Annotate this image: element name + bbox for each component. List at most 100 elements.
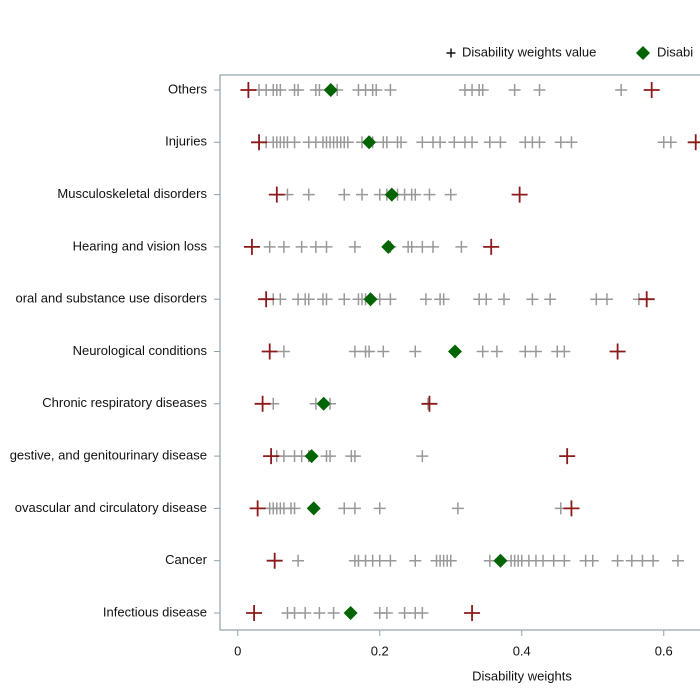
value-point [373, 502, 386, 515]
value-point [526, 293, 539, 306]
x-tick-label: 0.4 [513, 643, 531, 658]
value-point [409, 345, 422, 358]
y-tick-label: gestive, and genitourinary disease [10, 448, 207, 463]
value-point [373, 554, 386, 567]
value-point [416, 240, 429, 253]
min-point [251, 134, 268, 151]
x-tick-label: 0.2 [371, 643, 389, 658]
value-point [480, 293, 493, 306]
x-tick-label: 0.6 [655, 643, 673, 658]
value-point [348, 502, 361, 515]
value-point [419, 293, 432, 306]
value-point [476, 345, 489, 358]
value-point [288, 607, 301, 619]
mean-point [493, 553, 508, 568]
value-point [380, 136, 393, 149]
value-point [554, 136, 567, 149]
value-point [384, 293, 397, 306]
value-point [341, 136, 354, 149]
min-point [261, 343, 278, 360]
value-point [416, 450, 429, 463]
min-point [266, 552, 283, 569]
mean-point [363, 292, 378, 307]
value-point [377, 345, 390, 358]
min-point [249, 500, 266, 517]
value-point [455, 240, 468, 253]
legend-symbol [446, 48, 456, 58]
mean-point [316, 396, 331, 411]
value-point [476, 84, 489, 96]
max-point [559, 448, 576, 465]
value-point [370, 84, 383, 96]
y-tick-label: Neurological conditions [73, 343, 208, 358]
value-point [427, 240, 439, 253]
value-point [384, 554, 397, 567]
value-point [615, 84, 628, 96]
y-tick-label: Chronic respiratory diseases [42, 395, 207, 410]
y-tick-label: Infectious disease [103, 604, 207, 619]
max-point [483, 238, 500, 255]
mean-point [323, 83, 338, 97]
value-point [356, 188, 368, 201]
y-tick-label: Cancer [165, 552, 208, 567]
value-point [444, 188, 457, 201]
value-point [320, 240, 333, 253]
value-point [348, 450, 361, 463]
mean-point [384, 187, 399, 202]
value-point [466, 136, 479, 149]
value-point [309, 240, 322, 253]
value-point [533, 136, 546, 149]
mean-point [304, 449, 319, 464]
value-point [444, 554, 457, 567]
value-point [508, 84, 521, 96]
value-point [498, 293, 510, 306]
value-point [416, 136, 429, 149]
mean-point [448, 344, 463, 359]
value-point [348, 240, 361, 253]
min-point [246, 605, 263, 621]
x-tick-label: 0 [234, 643, 241, 658]
mean-point [381, 239, 396, 254]
value-point [490, 345, 503, 358]
value-point [277, 450, 290, 463]
value-point [494, 136, 507, 149]
min-point [240, 82, 257, 98]
value-point [302, 188, 315, 201]
legend-symbol [636, 46, 650, 60]
mean-point [362, 135, 377, 150]
y-tick-label: Hearing and vision loss [73, 238, 208, 253]
max-point [464, 605, 481, 621]
mean-point [343, 606, 358, 620]
value-point [324, 450, 337, 463]
value-point [547, 554, 560, 567]
value-point [405, 240, 418, 253]
min-point [268, 186, 285, 203]
min-point [263, 448, 280, 465]
y-tick-label: ovascular and circulatory disease [15, 500, 207, 515]
legend-label: Disabi [657, 44, 693, 59]
value-point [565, 136, 578, 149]
value-point [338, 502, 351, 515]
value-point [295, 240, 308, 253]
value-point [664, 136, 677, 149]
min-point [258, 291, 275, 308]
value-point [398, 607, 411, 619]
value-point [263, 240, 276, 253]
value-point [448, 136, 461, 149]
value-point [519, 345, 532, 358]
value-point [313, 607, 326, 619]
value-point [348, 345, 361, 358]
value-point [288, 136, 301, 149]
y-tick-label: Musculoskeletal disorders [57, 186, 207, 201]
max-point [421, 395, 438, 412]
value-point [451, 502, 464, 515]
value-point [533, 84, 546, 96]
value-point [537, 554, 550, 567]
value-point [423, 188, 436, 201]
value-point [299, 607, 312, 619]
value-point [292, 84, 305, 96]
value-point [363, 345, 376, 358]
value-point [320, 293, 333, 306]
value-point [483, 136, 496, 149]
